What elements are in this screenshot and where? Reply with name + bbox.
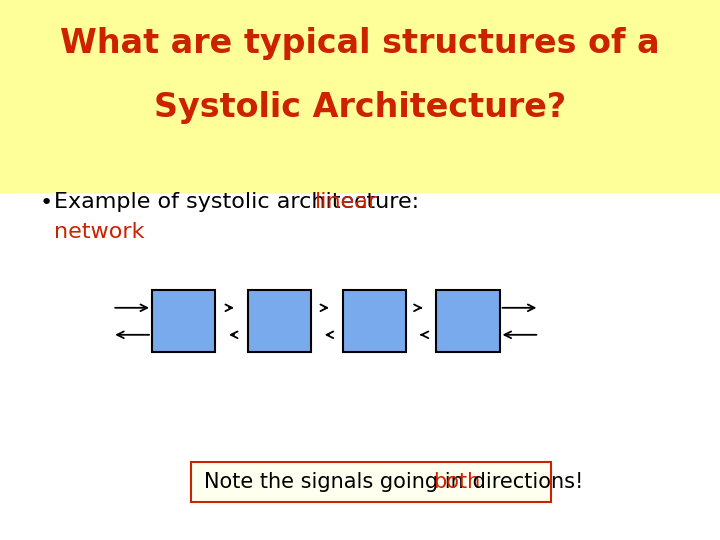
Text: Note the signals going in: Note the signals going in [204, 472, 470, 492]
Text: •: • [40, 192, 53, 213]
Text: both: both [433, 472, 480, 492]
Bar [191, 462, 551, 502]
Text: directions!: directions! [466, 472, 583, 492]
Bar [248, 291, 311, 352]
Text: network: network [54, 222, 145, 242]
Bar [343, 291, 406, 352]
Text: Example of systolic architecture:: Example of systolic architecture: [54, 192, 426, 213]
Text: Systolic Architecture?: Systolic Architecture? [154, 91, 566, 125]
Text: What are typical structures of a: What are typical structures of a [60, 26, 660, 60]
Text: linear: linear [315, 192, 378, 213]
Bar [152, 291, 215, 352]
Bar [436, 291, 500, 352]
Bar [0, 0, 720, 192]
